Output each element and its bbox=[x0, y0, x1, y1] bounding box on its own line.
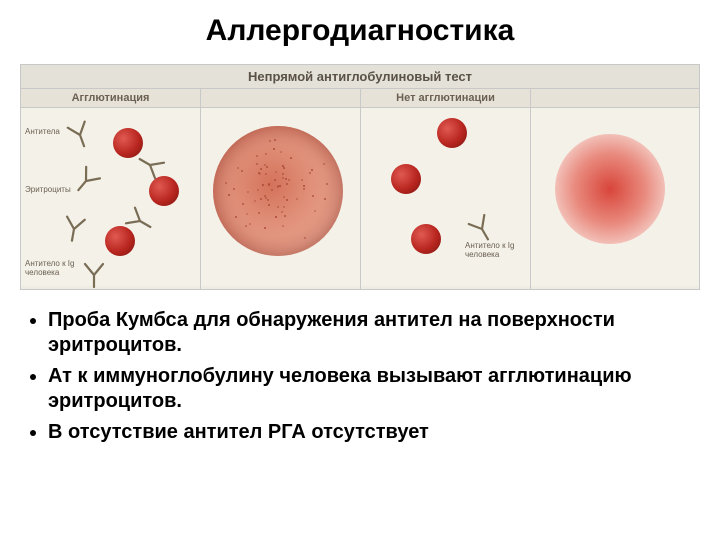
bullet-list: Проба Кумбса для обнаружения антител на … bbox=[0, 294, 720, 461]
label-antibodies: Антитела bbox=[25, 128, 60, 137]
panel-no-agglutination-schema: Нет агглютинации Антитело к Ig человека bbox=[361, 89, 531, 289]
bullet-item: Ат к иммуноглобулину человека вызывают а… bbox=[48, 364, 690, 414]
panel-header-left: Агглютинация bbox=[21, 89, 200, 108]
agglutination-clump bbox=[213, 126, 343, 256]
panel-header-left-2 bbox=[201, 89, 360, 108]
label-anti-ig-right: Антитело к Ig человека bbox=[465, 242, 525, 260]
panel-agglutination-schema: Агглютинация Антитела Эритроциты Антител… bbox=[21, 89, 201, 289]
erythrocyte-icon bbox=[391, 164, 421, 194]
label-erythrocytes: Эритроциты bbox=[25, 186, 71, 195]
panel-agglutination-result bbox=[201, 89, 361, 289]
bullet-item: Проба Кумбса для обнаружения антител на … bbox=[48, 308, 690, 358]
panel-no-agglutination-result bbox=[531, 89, 699, 289]
antibody-icon bbox=[63, 118, 96, 151]
diagram-title: Непрямой антиглобулиновый тест bbox=[21, 65, 699, 89]
label-anti-ig-left: Антитело к Ig человека bbox=[25, 260, 85, 278]
antibody-icon bbox=[59, 214, 89, 244]
page-title: Аллергодиагностика bbox=[0, 0, 720, 56]
antibody-icon bbox=[68, 163, 105, 200]
diagram-panels: Агглютинация Антитела Эритроциты Антител… bbox=[21, 89, 699, 289]
diffuse-spot bbox=[555, 134, 665, 244]
panel-header-right: Нет агглютинации bbox=[361, 89, 530, 108]
panel-body-right-b bbox=[531, 108, 699, 286]
antibody-icon bbox=[81, 262, 107, 288]
panel-header-right-2 bbox=[531, 89, 699, 108]
erythrocyte-icon bbox=[113, 128, 143, 158]
bullet-item: В отсутствие антител РГА отсутствует bbox=[48, 420, 690, 445]
diagram-container: Непрямой антиглобулиновый тест Агглютина… bbox=[20, 64, 700, 290]
panel-body-left: Антитела Эритроциты Антитело к Ig челове… bbox=[21, 108, 200, 286]
panel-body-right-a: Антитело к Ig человека bbox=[361, 108, 530, 286]
panel-body-mid bbox=[201, 108, 360, 286]
erythrocyte-icon bbox=[437, 118, 467, 148]
erythrocyte-icon bbox=[411, 224, 441, 254]
